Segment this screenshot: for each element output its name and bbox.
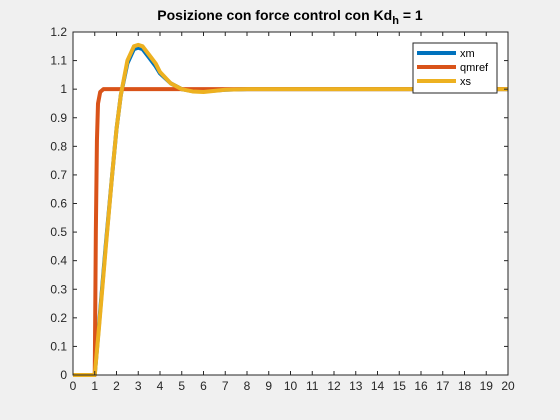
series-line-xs [73, 42, 508, 377]
y-tick-label: 0.5 [50, 225, 67, 239]
x-tick-label: 13 [349, 379, 363, 393]
y-tick-label: 1.1 [50, 54, 67, 68]
series-layer [73, 42, 508, 377]
x-tick-label: 11 [306, 379, 319, 393]
chart-title-suffix: = 1 [399, 7, 423, 23]
x-tick-label: 19 [480, 379, 494, 393]
y-tick-label: 1 [60, 82, 67, 96]
legend-label-xs: xs [460, 76, 472, 88]
y-tick-label: 0.8 [50, 139, 67, 153]
x-tick-label: 17 [436, 379, 450, 393]
y-tick-label: 0.3 [50, 282, 67, 296]
x-tick-label: 9 [265, 379, 272, 393]
chart-title-subscript: h [392, 15, 399, 27]
x-tick-label: 8 [244, 379, 251, 393]
x-tick-label: 3 [135, 379, 142, 393]
chart-title-main: Posizione con force control con Kd [157, 7, 392, 23]
y-tick-label: 0 [60, 368, 67, 382]
x-tick-label: 20 [501, 379, 515, 393]
y-tick-label: 0.7 [50, 168, 67, 182]
legend-label-xm: xm [460, 48, 475, 60]
x-tick-label: 18 [458, 379, 472, 393]
x-tick-label: 12 [327, 379, 341, 393]
y-tick-label: 0.6 [50, 197, 67, 211]
x-tick-label: 7 [222, 379, 229, 393]
y-tick-label: 0.9 [50, 111, 67, 125]
legend-label-qmref: qmref [460, 62, 489, 74]
y-tick-label: 1.2 [50, 25, 67, 39]
y-tick-label: 0.2 [50, 311, 67, 325]
x-tick-label: 1 [91, 379, 98, 393]
x-axis: 0 1 2 3 4 5 6 7 8 9 10 11 12 13 14 15 16 17 18 19 20 [70, 32, 515, 393]
x-tick-label: 5 [178, 379, 185, 393]
x-tick-label: 10 [284, 379, 298, 393]
x-tick-label: 6 [200, 379, 207, 393]
x-tick-label: 2 [113, 379, 120, 393]
x-tick-label: 4 [157, 379, 164, 393]
y-tick-label: 0.1 [50, 339, 67, 353]
y-tick-label: 0.4 [50, 254, 67, 268]
x-tick-label: 15 [393, 379, 407, 393]
x-tick-label: 0 [70, 379, 77, 393]
x-tick-label: 14 [371, 379, 385, 393]
chart-title: Posizione con force control con Kdh = 1 [157, 7, 423, 27]
y-axis: 0 0.1 0.2 0.3 0.4 0.5 0.6 0.7 0.8 0.9 1 1.1 1.2 [50, 25, 508, 382]
x-tick-label: 16 [414, 379, 428, 393]
legend: xm qmref xs [412, 42, 498, 94]
